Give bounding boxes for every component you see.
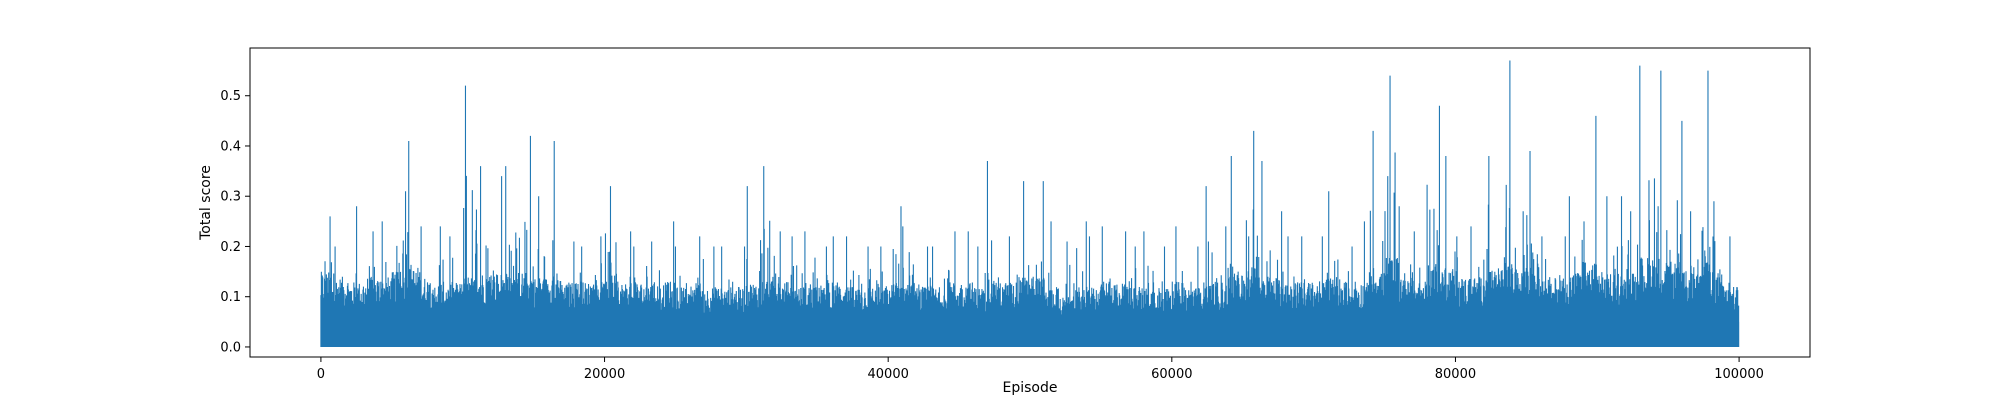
y-axis: 0.0 0.1 0.2 0.3 0.4 0.5 xyxy=(220,89,250,355)
x-axis-label: Episode xyxy=(1003,380,1058,396)
x-tick-label: 80000 xyxy=(1435,367,1476,382)
y-tick-label: 0.1 xyxy=(220,290,241,305)
y-tick-label: 0.3 xyxy=(220,190,241,205)
x-tick-label: 20000 xyxy=(584,367,625,382)
y-tick-label: 0.5 xyxy=(220,89,241,104)
y-tick-label: 0.2 xyxy=(220,240,241,255)
x-tick-label: 40000 xyxy=(868,367,909,382)
x-tick-label: 60000 xyxy=(1151,367,1192,382)
y-axis-label: Total score xyxy=(198,165,214,241)
series-line-total-score xyxy=(320,60,1740,347)
x-tick-label: 0 xyxy=(317,367,325,382)
plot-frame xyxy=(249,47,1811,358)
x-axis: 0 20000 40000 60000 80000 100000 xyxy=(317,357,1764,382)
series-layer xyxy=(320,60,1740,347)
y-tick-label: 0.0 xyxy=(220,340,241,355)
y-tick-label: 0.4 xyxy=(220,139,241,154)
x-tick-label: 100000 xyxy=(1714,367,1764,382)
